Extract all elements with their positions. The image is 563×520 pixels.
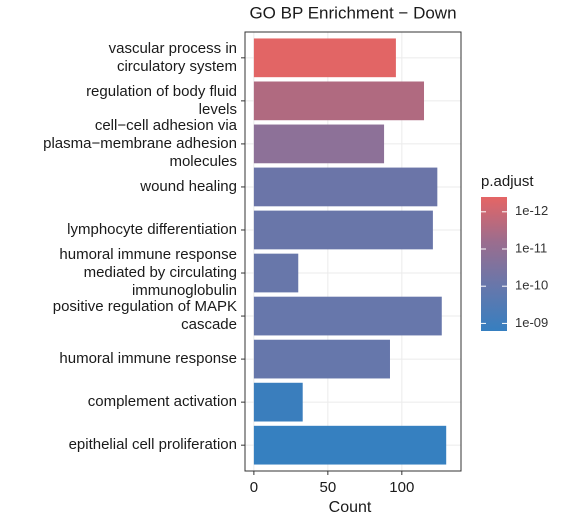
bar <box>253 210 433 250</box>
colorbar <box>481 197 507 331</box>
y-tick-label: cell−cell adhesion via plasma−membrane ad… <box>43 117 238 170</box>
y-tick-label: epithelial cell proliferation <box>69 436 237 453</box>
bar <box>253 124 385 164</box>
y-tick-label: lymphocyte differentiation <box>67 221 237 238</box>
chart-title: GO BP Enrichment − Down <box>249 3 456 22</box>
bar <box>253 339 390 379</box>
y-tick-label: complement activation <box>88 393 237 410</box>
bar <box>253 425 447 465</box>
bar <box>253 296 442 336</box>
y-tick-label: positive regulation of MAPK cascade <box>53 298 237 333</box>
panel-border <box>244 31 462 472</box>
bar <box>253 81 425 121</box>
x-tick-label: 0 <box>250 479 258 496</box>
x-tick-label: 50 <box>320 479 337 496</box>
bar <box>253 382 303 422</box>
y-tick-label: regulation of body fluid levels <box>86 83 237 118</box>
colorbar-label: 1e-12 <box>515 203 548 218</box>
bar <box>253 167 438 207</box>
legend-title: p.adjust <box>481 173 534 190</box>
bar <box>253 253 299 293</box>
colorbar-label: 1e-09 <box>515 315 548 330</box>
bar <box>253 38 396 78</box>
y-tick-label: vascular process in circulatory system <box>109 40 237 75</box>
colorbar-label: 1e-10 <box>515 278 548 293</box>
colorbar-label: 1e-11 <box>515 240 547 255</box>
y-tick-label: humoral immune response <box>59 350 237 367</box>
x-tick-label: 100 <box>389 479 414 496</box>
x-axis-title: Count <box>329 499 372 516</box>
y-tick-label: humoral immune response mediated by circu… <box>59 246 237 299</box>
y-tick-label: wound healing <box>139 178 237 195</box>
